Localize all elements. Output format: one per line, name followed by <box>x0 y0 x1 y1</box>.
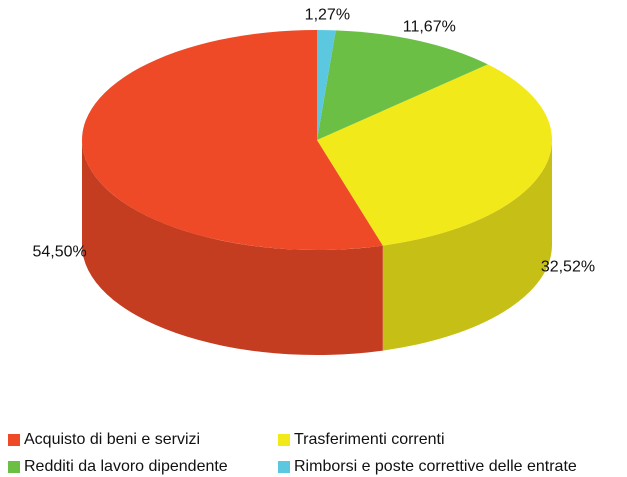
legend-swatch <box>278 461 290 473</box>
legend-label: Acquisto di beni e servizi <box>24 431 200 448</box>
slice <box>81 30 383 250</box>
legend-label: Rimborsi e poste correttive delle entrat… <box>294 458 577 475</box>
legend-label: Trasferimenti correnti <box>294 431 445 448</box>
data-label: 11,67% <box>403 18 456 35</box>
slice <box>317 64 552 246</box>
legend-label: Redditi da lavoro dipendente <box>24 458 228 475</box>
data-label: 54,50% <box>32 243 86 260</box>
slice-side <box>82 140 383 355</box>
data-label: 1,27% <box>305 6 350 23</box>
slice <box>317 30 336 140</box>
legend-swatch <box>8 461 20 473</box>
slice <box>317 30 488 141</box>
legend-swatch <box>278 434 290 446</box>
legend-swatch <box>8 434 20 446</box>
slice-side <box>382 140 552 351</box>
data-label: 32,52% <box>541 258 595 275</box>
